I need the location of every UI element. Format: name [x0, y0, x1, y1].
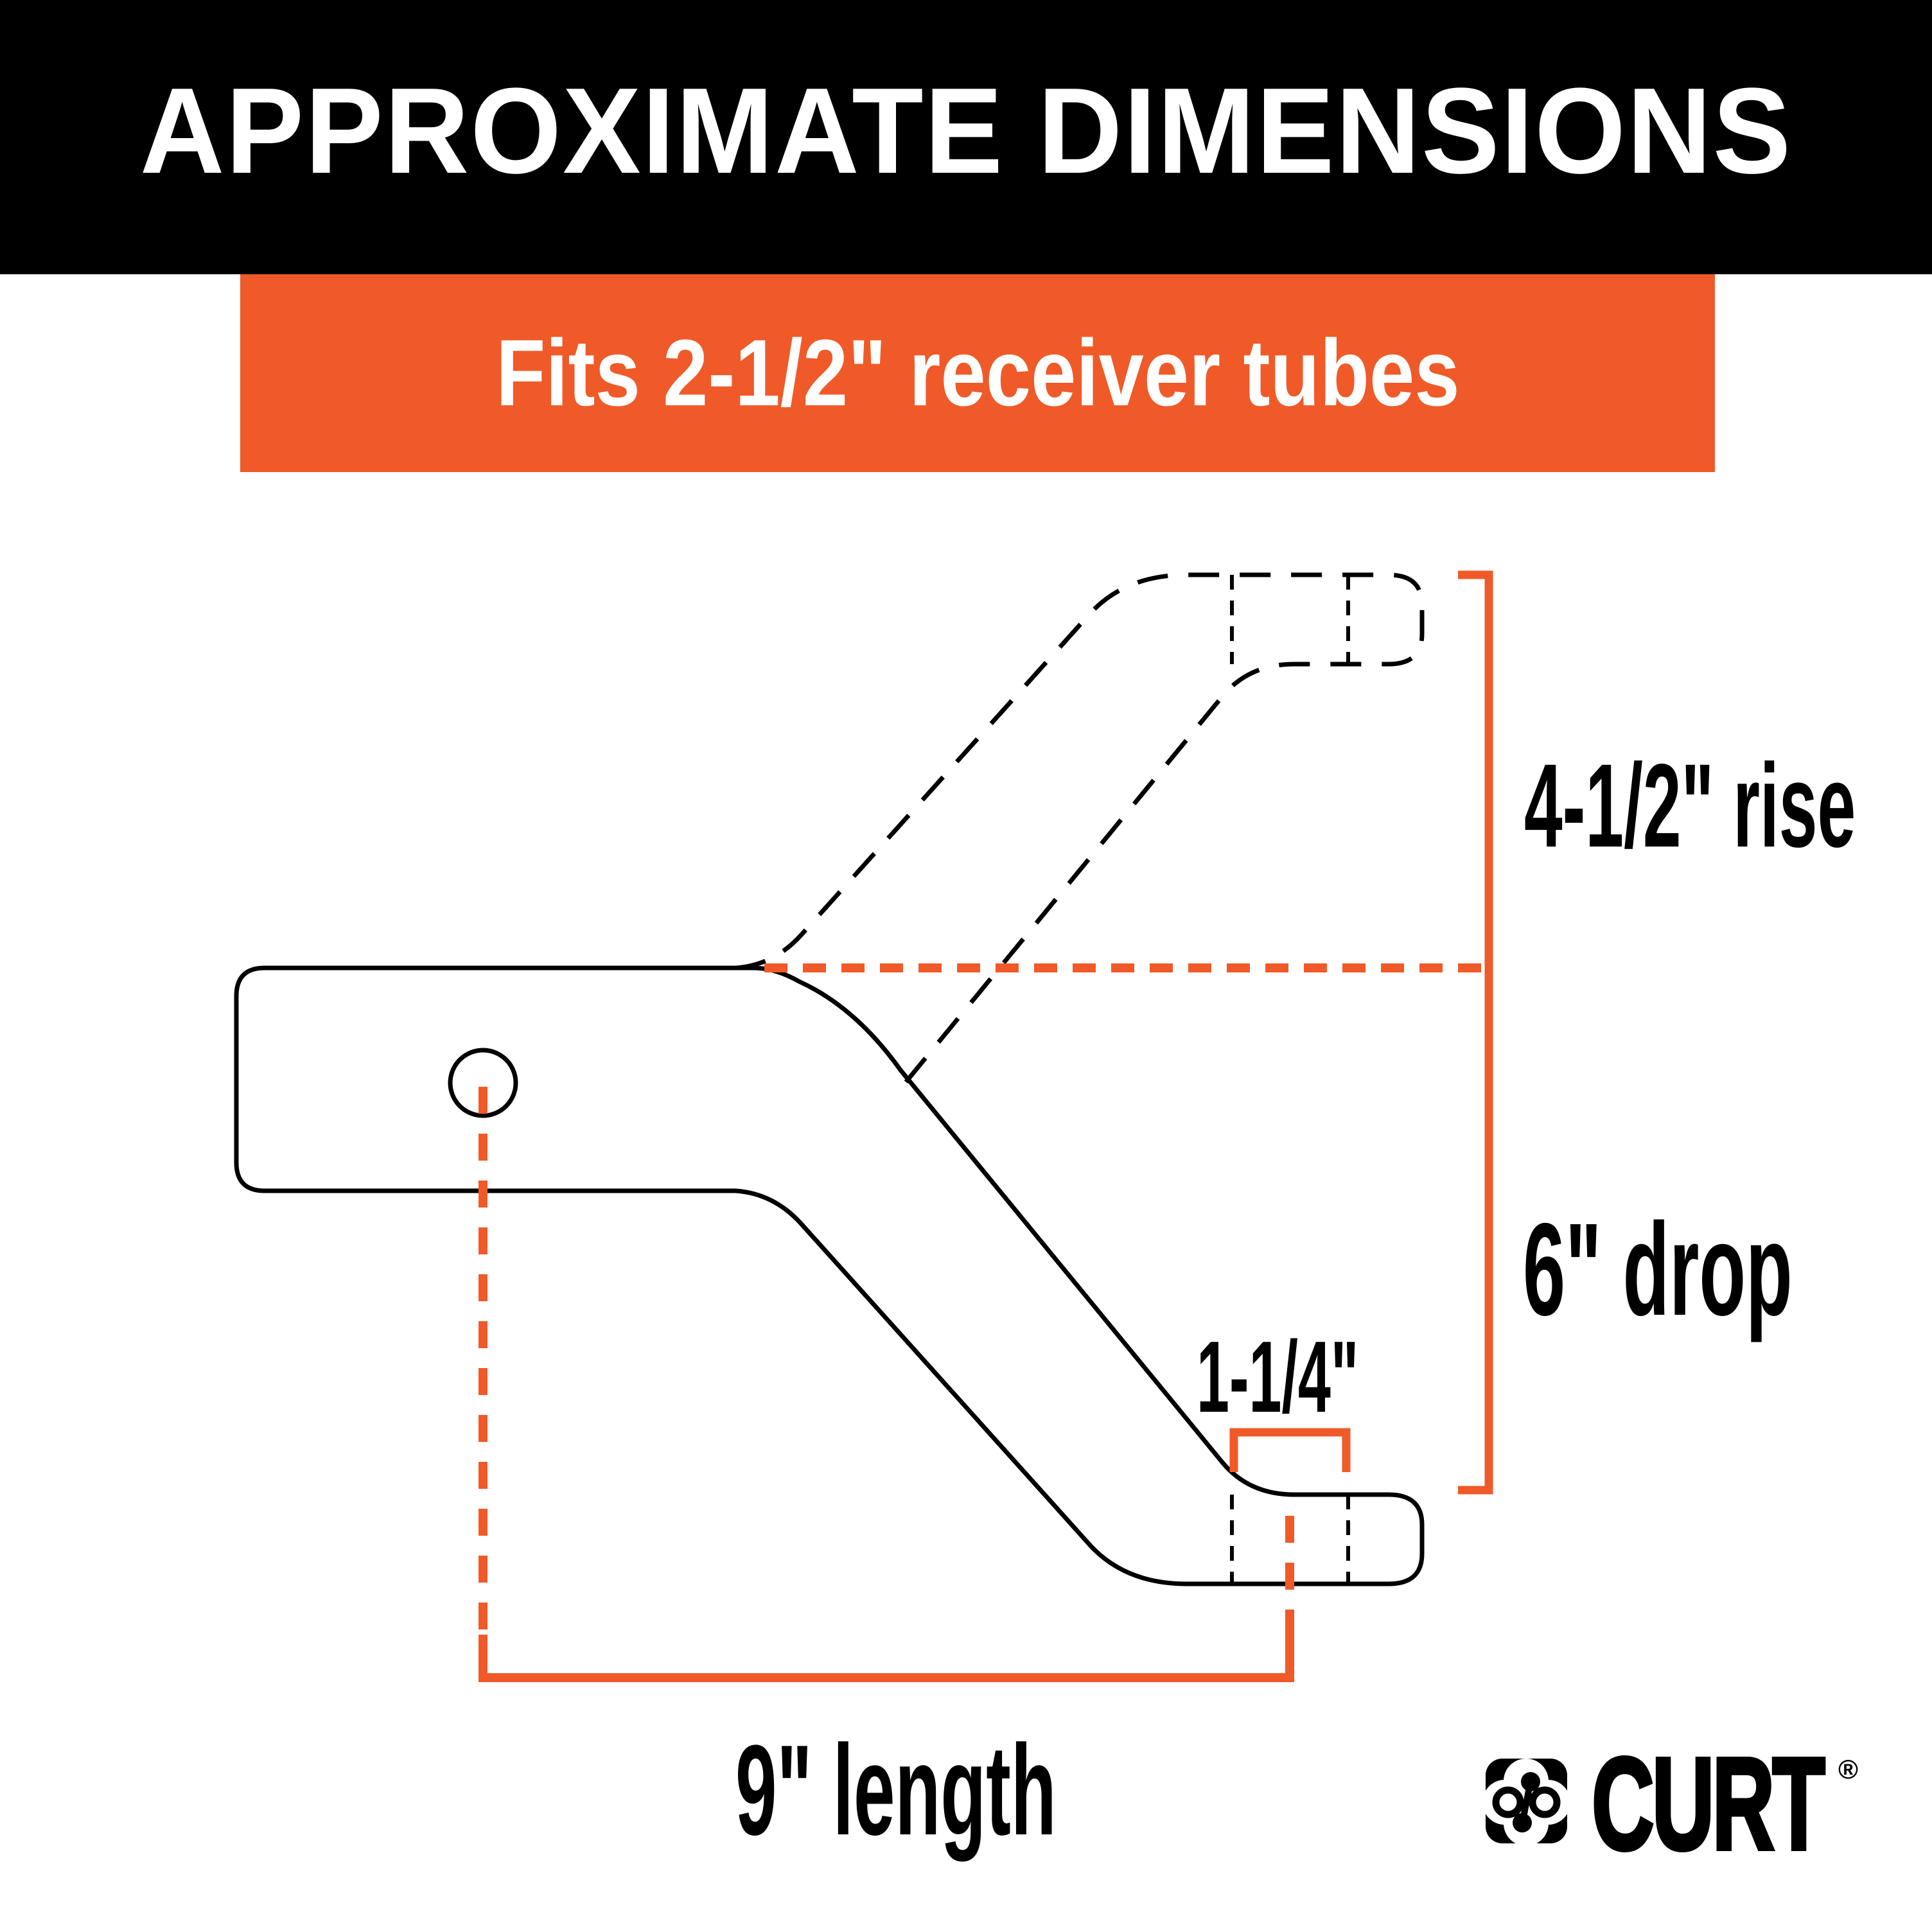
rise-drop-dimension-line: [1458, 570, 1493, 1495]
header-bar: APPROXIMATE DIMENSIONS: [0, 0, 1932, 274]
length-label: 9" length: [735, 1719, 1057, 1862]
receiver-size-text: Fits 2-1/2" receiver tubes: [495, 320, 1460, 426]
curt-flower-icon: [1482, 1759, 1570, 1846]
shank-pin-hole: [448, 1048, 518, 1118]
page-title: APPROXIMATE DIMENSIONS: [139, 63, 1793, 199]
rise-label: 4-1/2" rise: [1524, 740, 1856, 872]
dimension-lines: [479, 570, 1493, 1682]
drop-label: 6" drop: [1523, 1196, 1793, 1343]
receiver-size-banner: Fits 2-1/2" receiver tubes: [240, 274, 1715, 472]
curt-wordmark: CURT: [1590, 1730, 1827, 1877]
hole-width-bracket: [1229, 1428, 1351, 1472]
ball-mount-solid-outline: [234, 965, 1425, 1586]
length-dimension-line: [479, 1635, 1294, 1682]
ball-mount-dashed-outline: [735, 572, 1425, 1087]
hole-width-label: 1-1/4": [1197, 1321, 1359, 1434]
registered-trademark-icon: ®: [1838, 1754, 1858, 1784]
